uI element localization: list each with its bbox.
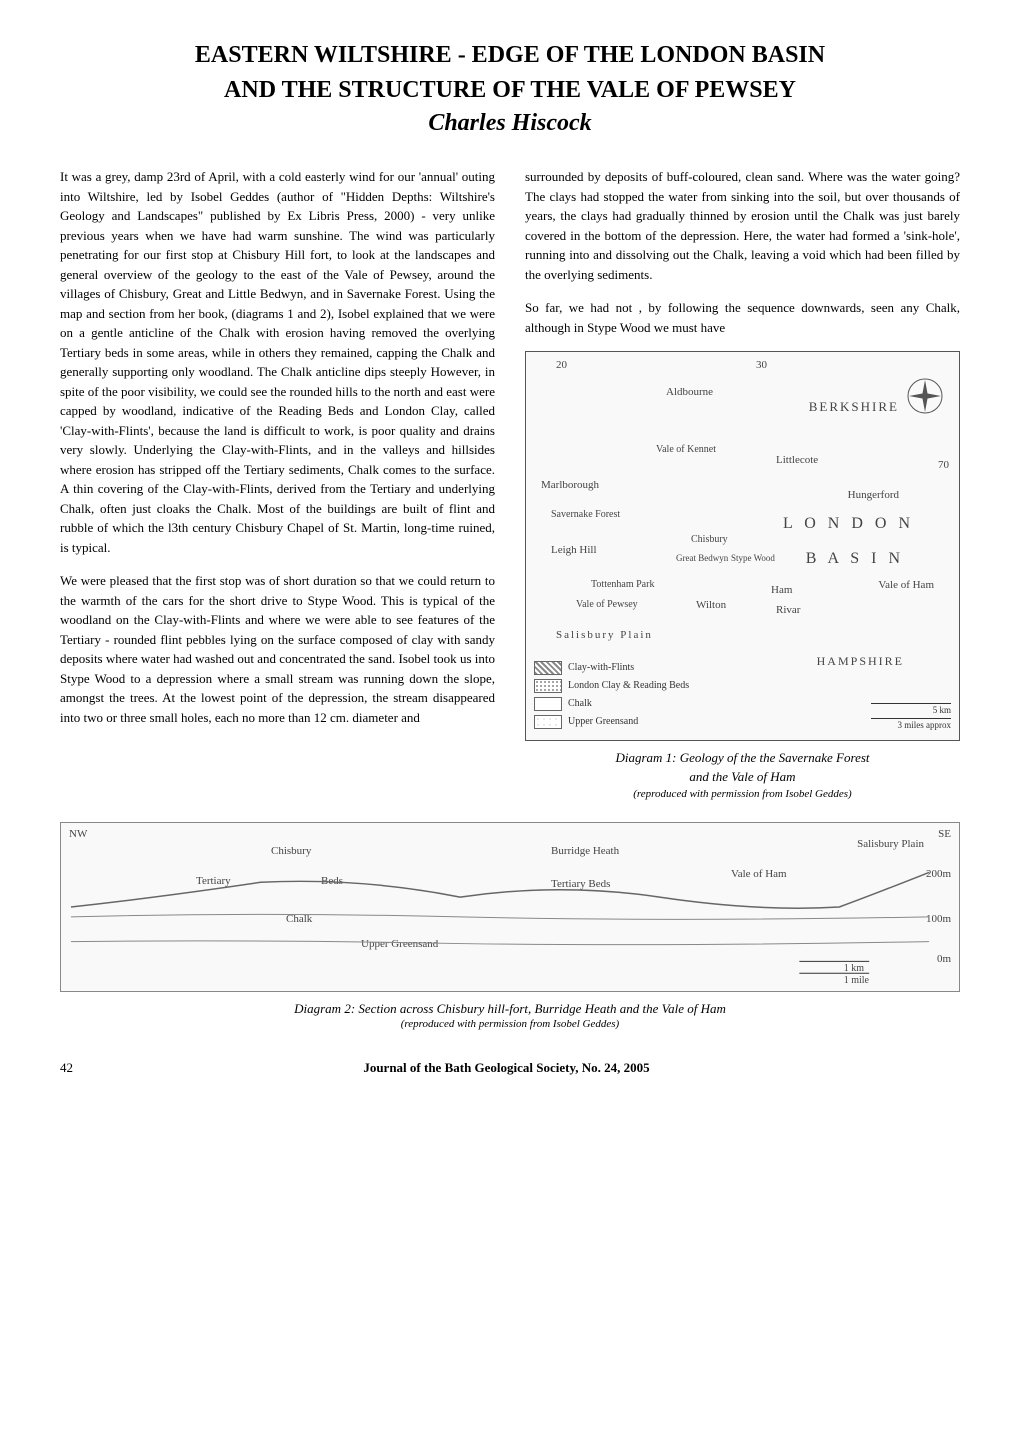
right-para-2: So far, we had not , by following the se… <box>525 298 960 337</box>
cross-section-drawing <box>61 823 959 991</box>
two-column-content: It was a grey, damp 23rd of April, with … <box>60 167 960 802</box>
scale-km: 5 km <box>871 704 951 718</box>
scale-miles: 3 miles approx <box>871 719 951 733</box>
grid-label-30: 30 <box>756 357 767 374</box>
right-column: surrounded by deposits of buff-coloured,… <box>525 167 960 802</box>
journal-reference: Journal of the Bath Geological Society, … <box>363 1060 649 1076</box>
great-bedwyn-label: Great Bedwyn <box>676 552 728 566</box>
legend-swatch-clay <box>534 661 562 675</box>
legend-item: Clay-with-Flints <box>534 660 689 675</box>
legend-label: Upper Greensand <box>568 714 638 729</box>
legend-item: Chalk <box>534 696 689 711</box>
legend-label: Clay-with-Flints <box>568 660 634 675</box>
london-label: L O N D O N <box>783 512 914 536</box>
diagram-2-subcaption: (reproduced with permission from Isobel … <box>60 1018 960 1030</box>
legend-item: London Clay & Reading Beds <box>534 678 689 693</box>
littlecote-label: Littlecote <box>776 452 818 469</box>
legend-item: Upper Greensand <box>534 714 689 729</box>
main-title-line1: EASTERN WILTSHIRE - EDGE OF THE LONDON B… <box>60 40 960 71</box>
compass-icon <box>906 377 944 415</box>
tottenham-park-label: Tottenham Park <box>591 577 654 592</box>
left-para-1: It was a grey, damp 23rd of April, with … <box>60 167 495 557</box>
legend-swatch-london-clay <box>534 679 562 693</box>
chisbury-label: Chisbury <box>691 532 728 547</box>
author-name: Charles Hiscock <box>60 110 960 137</box>
marlborough-label: Marlborough <box>541 477 599 494</box>
legend-label: London Clay & Reading Beds <box>568 678 689 693</box>
savernake-label: Savernake Forest <box>551 507 620 522</box>
map-legend: Clay-with-Flints London Clay & Reading B… <box>534 660 689 732</box>
diagram-1-map: 20 30 70 BERKSHIRE Aldbourne Vale of Ken… <box>525 351 960 741</box>
page-number: 42 <box>60 1060 73 1076</box>
vale-ham-label: Vale of Ham <box>878 577 934 594</box>
right-para-1: surrounded by deposits of buff-coloured,… <box>525 167 960 284</box>
basin-label: B A S I N <box>806 547 904 571</box>
ham-label: Ham <box>771 582 792 599</box>
leigh-hill-label: Leigh Hill <box>551 542 597 559</box>
legend-label: Chalk <box>568 696 592 711</box>
diagram-1-container: 20 30 70 BERKSHIRE Aldbourne Vale of Ken… <box>525 351 960 802</box>
left-para-2: We were pleased that the first stop was … <box>60 571 495 727</box>
diagram-2-caption: Diagram 2: Section across Chisbury hill-… <box>60 1000 960 1018</box>
wilton-label: Wilton <box>696 597 726 614</box>
grid-label-20: 20 <box>556 357 567 374</box>
map-scale: 5 km 3 miles approx <box>871 703 951 732</box>
legend-swatch-greensand <box>534 715 562 729</box>
berkshire-label: BERKSHIRE <box>809 397 899 417</box>
salisbury-plain-label: Salisbury Plain <box>556 627 653 644</box>
rivar-label: Rivar <box>776 602 800 619</box>
title-block: EASTERN WILTSHIRE - EDGE OF THE LONDON B… <box>60 40 960 137</box>
vale-kennet-label: Vale of Kennet <box>656 442 716 457</box>
diagram-2-container: NW SE Chisbury Burridge Heath Salisbury … <box>60 822 960 1030</box>
caption-line-2: and the Vale of Ham <box>689 769 795 784</box>
legend-swatch-chalk <box>534 697 562 711</box>
stype-wood-label: Stype Wood <box>731 552 775 566</box>
main-title-line2: AND THE STRUCTURE OF THE VALE OF PEWSEY <box>60 75 960 106</box>
page-footer: 42 Journal of the Bath Geological Societ… <box>60 1060 960 1076</box>
hampshire-label: HAMPSHIRE <box>817 652 904 670</box>
grid-label-70: 70 <box>938 457 949 474</box>
caption-line-1: Diagram 1: Geology of the the Savernake … <box>615 750 869 765</box>
hungerford-label: Hungerford <box>848 487 899 504</box>
aldbourne-label: Aldbourne <box>666 384 713 401</box>
diagram-1-subcaption: (reproduced with permission from Isobel … <box>525 786 960 803</box>
diagram-2-section: NW SE Chisbury Burridge Heath Salisbury … <box>60 822 960 992</box>
vale-pewsey-label: Vale of Pewsey <box>576 597 638 612</box>
diagram-1-caption: Diagram 1: Geology of the the Savernake … <box>525 749 960 785</box>
left-column: It was a grey, damp 23rd of April, with … <box>60 167 495 802</box>
